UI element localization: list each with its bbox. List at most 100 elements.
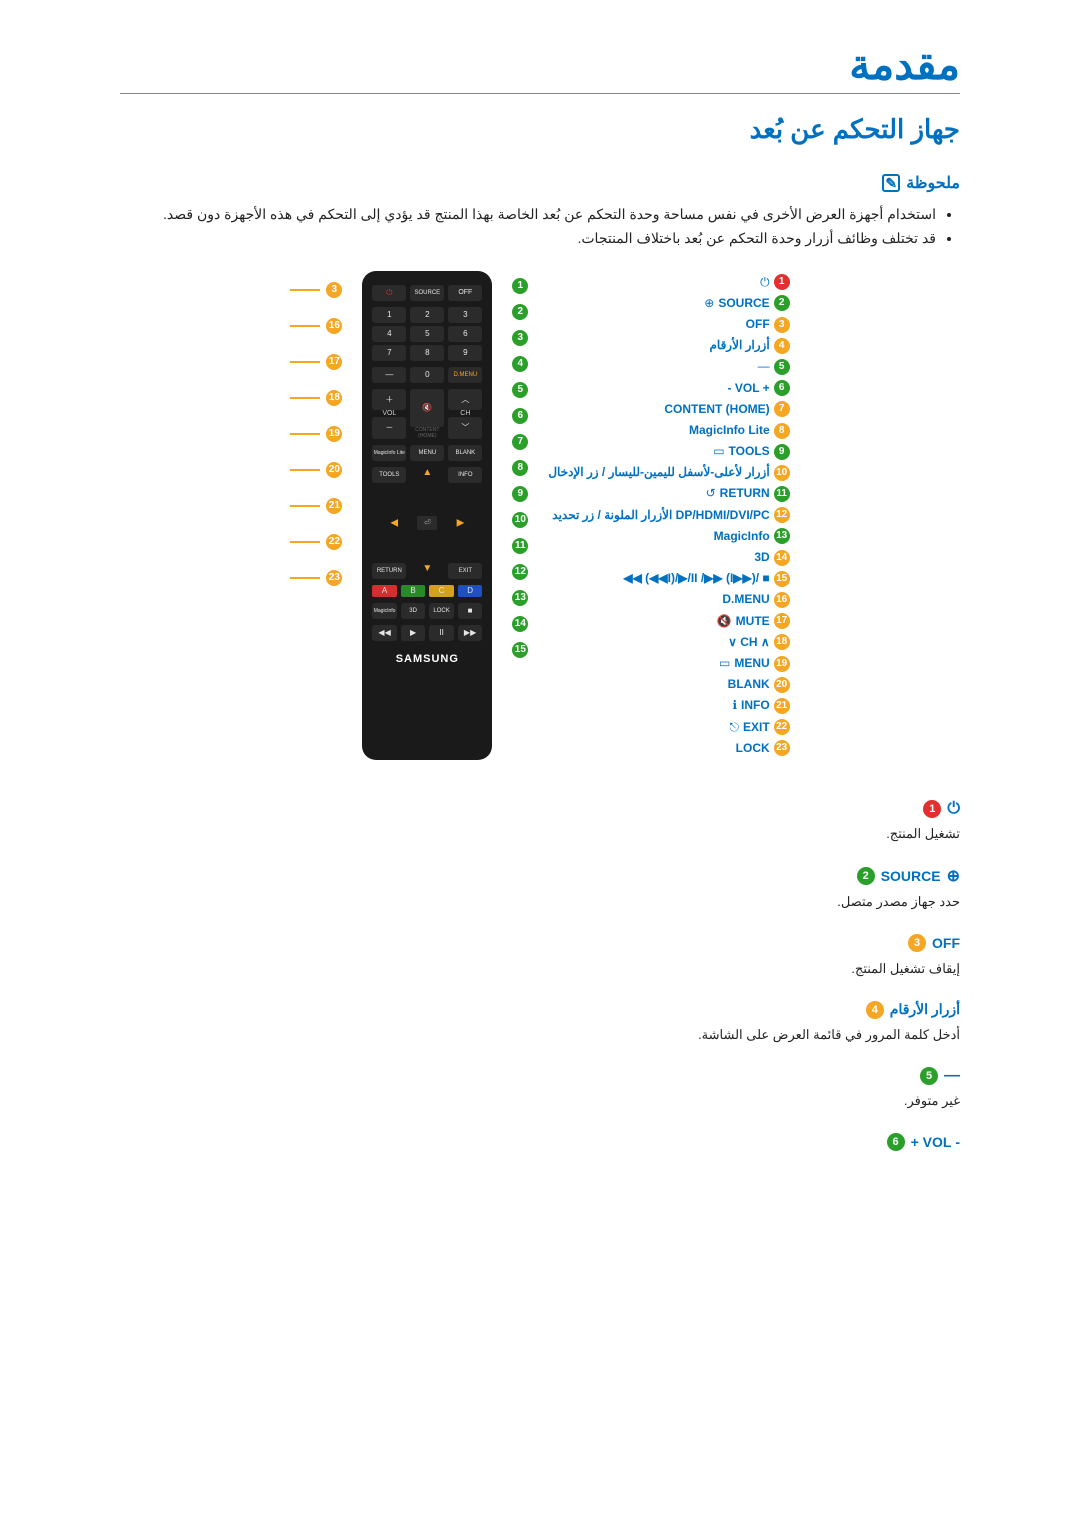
description-item: - VOL +6 (120, 1133, 960, 1152)
callout-badge: 17 (326, 354, 342, 370)
vol-up-button[interactable]: ＋ (372, 389, 406, 411)
number-button[interactable]: 8 (410, 345, 444, 361)
callout-badge: 21 (326, 498, 342, 514)
left-arrow-button[interactable]: ◀ (390, 517, 398, 528)
callout-line (290, 577, 320, 579)
label-icon: ℹ (732, 696, 737, 715)
zero-button[interactable]: 0 (410, 367, 444, 383)
right-arrow-button[interactable]: ▶ (457, 517, 465, 528)
down-arrow-icon[interactable]: ▼ (422, 563, 432, 579)
label-row: ∨ CH ∧18 (548, 633, 789, 652)
label-row: MagicInfo Lite8 (548, 421, 789, 440)
label-icon: ▭ (713, 442, 724, 461)
label-badge: 8 (774, 423, 790, 439)
desc-icon: — (944, 1067, 960, 1085)
number-row: 789 (372, 345, 482, 361)
red-a-button[interactable]: A (372, 585, 397, 597)
description-heading: - VOL +6 (887, 1133, 960, 1151)
callout-badge: 22 (326, 534, 342, 550)
description-item: OFF3إيقاف تشغيل المنتج. (120, 934, 960, 977)
pause-button[interactable]: II (429, 625, 454, 641)
enter-button[interactable]: ⏎ (417, 516, 437, 530)
power-button[interactable]: ⏻ (372, 285, 406, 301)
menu-button[interactable]: MENU (410, 445, 444, 461)
label-row: - VOL +6 (548, 379, 789, 398)
remote-diagram: ⏻ 1⊕ SOURCE2OFF3أزرار الأرقام4— 5- VOL +… (120, 271, 960, 760)
blue-d-button[interactable]: D (458, 585, 483, 597)
label-badge: 2 (774, 295, 790, 311)
exit-button[interactable]: EXIT (448, 563, 482, 579)
green-b-button[interactable]: B (401, 585, 426, 597)
callout-badge: 14 (512, 616, 528, 632)
content-label: CONTENT (HOME) (410, 427, 444, 439)
samsung-logo: SAMSUNG (396, 653, 459, 665)
label-column: ⏻ 1⊕ SOURCE2OFF3أزرار الأرقام4— 5- VOL +… (548, 271, 789, 760)
yellow-c-button[interactable]: C (429, 585, 454, 597)
threed-button[interactable]: 3D (401, 603, 426, 619)
label-badge: 16 (774, 592, 790, 608)
description-body: تشغيل المنتج. (120, 826, 960, 842)
number-button[interactable]: 3 (448, 307, 482, 323)
mute-button[interactable]: 🔇 (410, 389, 444, 427)
label-text: MagicInfo (714, 527, 770, 546)
label-badge: 17 (774, 613, 790, 629)
number-button[interactable]: 9 (448, 345, 482, 361)
description-heading: —5 (920, 1067, 960, 1085)
label-icon: ↺ (706, 484, 716, 503)
ch-up-button[interactable]: ︿ (448, 389, 482, 411)
extras-row: MagicInfo 3D LOCK ■ (372, 603, 482, 619)
up-arrow-icon[interactable]: ▲ (422, 467, 432, 483)
callout-line (290, 469, 320, 471)
stop-button[interactable]: ■ (458, 603, 483, 619)
magicinfo-button[interactable]: MagicInfo (372, 603, 397, 619)
label-badge: 9 (774, 444, 790, 460)
rewind-button[interactable]: ◀◀ (372, 625, 397, 641)
label-row: ▭ TOOLS9 (548, 442, 789, 461)
callout-badge: 20 (326, 462, 342, 478)
desc-head-text: - VOL + (911, 1134, 960, 1150)
desc-badge: 3 (908, 934, 926, 952)
callout-line (290, 361, 320, 363)
ch-down-button[interactable]: ﹀ (448, 417, 482, 439)
number-button[interactable]: 2 (410, 307, 444, 323)
label-text: 3D (754, 548, 769, 567)
tools-button[interactable]: TOOLS (372, 467, 406, 483)
label-badge: 3 (774, 317, 790, 333)
label-row: 🔇 MUTE17 (548, 612, 789, 631)
callout-line (290, 289, 320, 291)
label-badge: 11 (774, 486, 790, 502)
number-button[interactable]: 6 (448, 326, 482, 342)
dmenu-button[interactable]: D.MENU (448, 367, 482, 383)
vol-ch-row: ＋ VOL － 🔇 CONTENT (HOME) ︿ CH ﹀ (372, 389, 482, 439)
label-badge: 5 (774, 359, 790, 375)
label-row: MagicInfo13 (548, 527, 789, 546)
return-button[interactable]: RETURN (372, 563, 406, 579)
forward-button[interactable]: ▶▶ (458, 625, 483, 641)
label-icon: 🔇 (717, 612, 732, 631)
vol-down-button[interactable]: － (372, 417, 406, 439)
label-icon: ⊕ (704, 294, 714, 313)
dash-button[interactable]: — (372, 367, 406, 383)
number-button[interactable]: 1 (372, 307, 406, 323)
desc-icon: ⏻ (947, 800, 960, 818)
play-button[interactable]: ▶ (401, 625, 426, 641)
label-row: 3D14 (548, 548, 789, 567)
info-button[interactable]: INFO (448, 467, 482, 483)
callout-badge: 1 (512, 278, 528, 294)
label-text: LOCK (736, 739, 770, 758)
callout-line (290, 541, 320, 543)
off-button[interactable]: OFF (448, 285, 482, 301)
callout-badge: 8 (512, 460, 528, 476)
return-exit-row: RETURN ▼ EXIT (372, 563, 482, 579)
description-body: حدد جهاز مصدر متصل. (120, 894, 960, 910)
description-body: غير متوفر. (120, 1093, 960, 1109)
magicinfo-lite-button[interactable]: MagicInfo Lite (372, 445, 406, 461)
number-button[interactable]: 7 (372, 345, 406, 361)
note-label: ملحوظة (906, 173, 960, 193)
lock-button[interactable]: LOCK (429, 603, 454, 619)
note-list: استخدام أجهزة العرض الأخرى في نفس مساحة … (120, 203, 960, 251)
blank-button[interactable]: BLANK (448, 445, 482, 461)
number-button[interactable]: 5 (410, 326, 444, 342)
source-button[interactable]: SOURCE (410, 285, 444, 301)
number-button[interactable]: 4 (372, 326, 406, 342)
